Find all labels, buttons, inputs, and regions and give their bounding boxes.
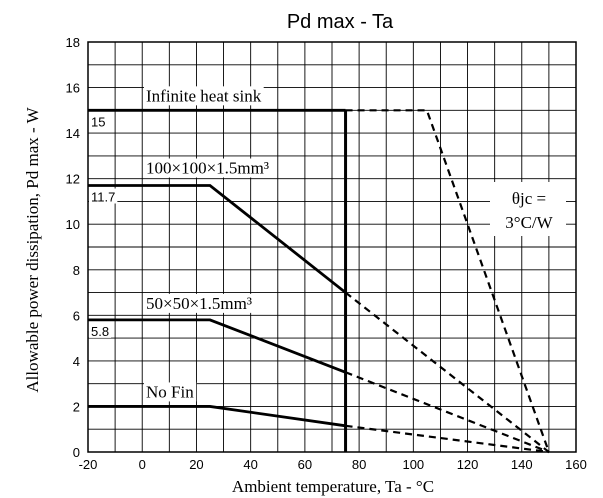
y-tick-label: 14: [66, 126, 80, 141]
series-label-background: [144, 293, 254, 313]
series-label-background: [144, 86, 264, 106]
data-lines: [88, 108, 550, 454]
series-value-label: 5.8: [91, 324, 109, 339]
series-label-background: [144, 158, 271, 178]
x-tick-label: 80: [352, 457, 366, 472]
y-tick-label: 10: [66, 217, 80, 232]
annotation-background: [490, 182, 566, 236]
y-tick-label: 18: [66, 35, 80, 50]
series-name-label: Infinite heat sink: [146, 86, 262, 105]
series-name-label: No Fin: [146, 382, 194, 401]
value-label-background: [89, 188, 118, 204]
y-tick-label: 16: [66, 81, 80, 96]
dashed-derating-line: [345, 424, 550, 454]
x-tick-label: 0: [139, 457, 146, 472]
x-tick-label: 120: [457, 457, 479, 472]
series-value-label: 15: [91, 114, 105, 129]
series-line: [88, 405, 346, 428]
x-tick-label: 20: [189, 457, 203, 472]
y-tick-label: 12: [66, 172, 80, 187]
dashed-derating-line: [345, 371, 550, 454]
x-tick-label: 160: [565, 457, 587, 472]
theta-jc-value: 3°C/W: [505, 213, 553, 232]
x-axis-label: Ambient temperature, Ta - °C: [232, 477, 434, 496]
plot-frame: [87, 41, 577, 453]
x-tick-label: 140: [511, 457, 533, 472]
y-tick-label: 8: [73, 263, 80, 278]
x-tick-label: 60: [298, 457, 312, 472]
value-label-background: [89, 113, 108, 129]
chart-title: Pd max - Ta: [287, 11, 394, 33]
y-tick-label: 4: [73, 354, 80, 369]
dashed-derating-line: [345, 109, 550, 453]
y-tick-label: 0: [73, 445, 80, 460]
y-tick-label: 6: [73, 308, 80, 323]
series-value-label: 11.7: [91, 190, 115, 205]
series-labels: Infinite heat sink 15 100×100×1.5mm³ 11.7 50…: [89, 86, 271, 402]
dashed-derating-line: [344, 291, 550, 453]
x-tick-label: 40: [243, 457, 257, 472]
theta-jc-label: θjc =: [512, 189, 546, 208]
y-tick-label: 2: [73, 399, 80, 414]
y-axis-label: Allowable power dissipation, Pd max - W: [23, 106, 42, 392]
x-tick-label: 100: [402, 457, 424, 472]
series-name-label: 50×50×1.5mm³: [146, 294, 252, 313]
series-line: [88, 318, 347, 374]
x-tick-label: -20: [79, 457, 98, 472]
series-name-label: 100×100×1.5mm³: [146, 159, 269, 178]
value-label-background: [89, 322, 112, 338]
series-line: [88, 184, 347, 294]
series-label-background: [144, 382, 197, 402]
